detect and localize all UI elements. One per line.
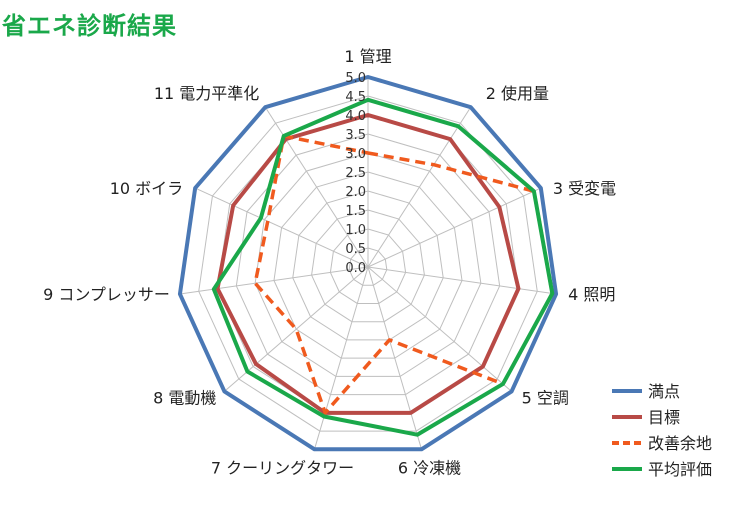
category-label: 4 照明 bbox=[568, 285, 615, 304]
tick-label: 2.5 bbox=[345, 166, 366, 181]
tick-label: 0.5 bbox=[345, 242, 366, 257]
grid-ring bbox=[292, 190, 444, 341]
category-label: 6 冷凍機 bbox=[398, 458, 461, 477]
tick-label: 3.5 bbox=[345, 128, 366, 143]
category-label: 7 クーリングタワー bbox=[211, 458, 354, 477]
axis-spoke bbox=[313, 266, 369, 450]
category-label: 5 空調 bbox=[522, 388, 569, 407]
category-label: 3 受変電 bbox=[553, 179, 616, 198]
category-label: 11 電力平準化 bbox=[154, 84, 259, 103]
grid-ring bbox=[198, 95, 538, 432]
radar-grid bbox=[179, 76, 557, 450]
series-line bbox=[253, 134, 555, 415]
axis-spoke bbox=[367, 106, 472, 268]
tick-label: 4.5 bbox=[345, 90, 366, 105]
tick-label: 1.5 bbox=[345, 204, 366, 219]
axis-spoke bbox=[367, 266, 512, 392]
legend-label: 改善余地 bbox=[648, 434, 712, 453]
tick-label: 2.0 bbox=[345, 185, 366, 200]
series-line bbox=[215, 113, 521, 415]
grid-ring bbox=[348, 247, 388, 286]
grid-ring bbox=[311, 209, 425, 323]
axis-spoke bbox=[367, 187, 542, 268]
series-line bbox=[211, 97, 555, 437]
category-label: 2 使用量 bbox=[486, 84, 549, 103]
series-line bbox=[177, 75, 559, 452]
tick-label: 4.0 bbox=[345, 109, 366, 124]
page-title: 省エネ診断結果 bbox=[2, 12, 177, 40]
axis-spoke bbox=[367, 266, 423, 450]
axis-spoke bbox=[179, 266, 369, 295]
category-label: 9 コンプレッサー bbox=[43, 285, 170, 304]
axis-spoke bbox=[264, 106, 369, 268]
category-label: 10 ボイラ bbox=[110, 179, 183, 198]
tick-label: 5.0 bbox=[345, 71, 366, 86]
grid-ring bbox=[273, 171, 463, 359]
legend-label: 平均評価 bbox=[648, 460, 712, 479]
grid-ring bbox=[235, 133, 501, 396]
legend-label: 満点 bbox=[648, 382, 680, 401]
tick-label: 1.0 bbox=[345, 223, 366, 238]
radar-labels: 0.0 0.5 1.0 1.5 2.0 2.5 3.0 3.5 4.0 4.5 5.0 1 管理 2 使… bbox=[43, 47, 616, 477]
tick-label: 0.0 bbox=[345, 261, 366, 276]
tick-label: 3.0 bbox=[345, 147, 366, 162]
category-label: 1 管理 bbox=[344, 47, 391, 66]
legend-label: 目標 bbox=[648, 408, 680, 427]
category-label: 8 電動機 bbox=[153, 388, 216, 407]
grid-ring bbox=[329, 228, 407, 304]
axis-spoke bbox=[367, 266, 557, 295]
axis-spoke bbox=[194, 187, 369, 268]
radar-series bbox=[177, 75, 559, 452]
